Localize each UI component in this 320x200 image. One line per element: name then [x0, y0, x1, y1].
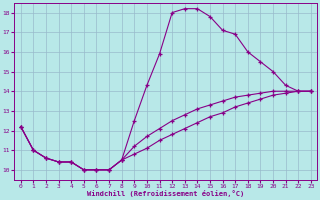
- X-axis label: Windchill (Refroidissement éolien,°C): Windchill (Refroidissement éolien,°C): [87, 190, 244, 197]
